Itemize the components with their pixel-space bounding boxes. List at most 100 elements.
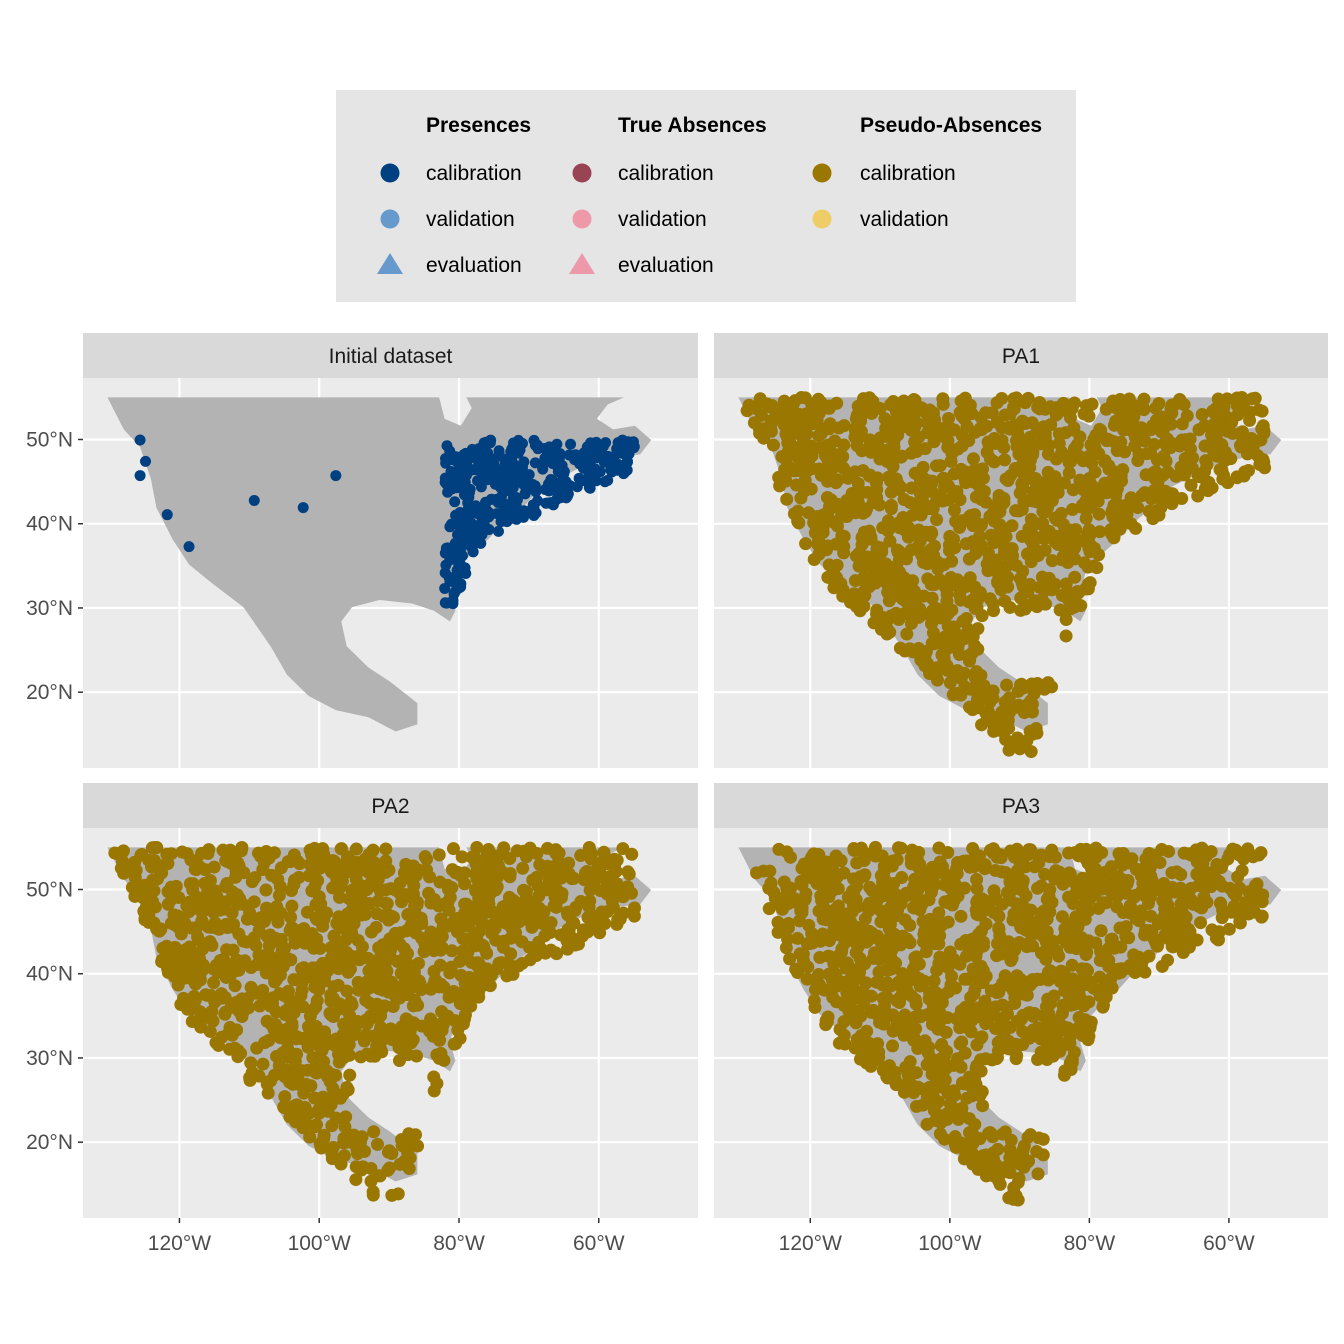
pseudo-absence-point xyxy=(904,857,918,871)
pseudo-absence-point xyxy=(771,925,785,939)
pseudo-absence-point xyxy=(1083,1021,1097,1035)
pseudo-absence-point xyxy=(282,1049,296,1063)
pseudo-absence-point xyxy=(927,974,941,988)
pseudo-absence-point xyxy=(1004,1133,1018,1147)
occurrence-points xyxy=(108,840,641,1202)
pseudo-absence-point xyxy=(568,903,582,917)
pseudo-absence-point xyxy=(1223,847,1237,861)
presence-point xyxy=(450,510,462,522)
pseudo-absence-point xyxy=(789,962,803,976)
presence-point xyxy=(134,470,146,482)
pseudo-absence-point xyxy=(568,938,582,952)
pseudo-absence-point xyxy=(1145,873,1159,887)
pseudo-absence-point xyxy=(1121,874,1135,888)
presence-point xyxy=(453,465,465,477)
pseudo-absence-point xyxy=(1014,678,1028,692)
pseudo-absence-point xyxy=(1016,480,1030,494)
pseudo-absence-point xyxy=(1018,602,1032,616)
presence-point xyxy=(504,483,516,495)
pseudo-absence-point xyxy=(829,476,843,490)
pseudo-absence-point xyxy=(1180,409,1194,423)
pseudo-absence-point xyxy=(482,897,496,911)
pseudo-absence-point xyxy=(1045,583,1059,597)
legend-entry-label: calibration xyxy=(426,162,522,185)
pseudo-absence-point xyxy=(1095,846,1109,860)
pseudo-absence-point xyxy=(747,416,761,430)
pseudo-absence-point xyxy=(370,1137,384,1151)
pseudo-absence-point xyxy=(904,543,918,557)
pseudo-absence-point xyxy=(999,1160,1013,1174)
pseudo-absence-point xyxy=(839,961,853,975)
pseudo-absence-point xyxy=(409,926,423,940)
pseudo-absence-point xyxy=(207,976,221,990)
pseudo-absence-point xyxy=(1058,1038,1072,1052)
legend-entry-label: calibration xyxy=(860,162,956,185)
pseudo-absence-point xyxy=(856,464,870,478)
pseudo-absence-point xyxy=(294,988,308,1002)
presence-point xyxy=(621,455,633,467)
pseudo-absence-point xyxy=(165,966,179,980)
pseudo-absence-point xyxy=(462,916,476,930)
pseudo-absence-point xyxy=(812,429,826,443)
pseudo-absence-point xyxy=(954,462,968,476)
pseudo-absence-point xyxy=(1059,629,1073,643)
pseudo-absence-point xyxy=(993,850,1007,864)
pseudo-absence-point xyxy=(1066,423,1080,437)
pseudo-absence-point xyxy=(941,896,955,910)
pseudo-absence-point xyxy=(873,498,887,512)
pseudo-absence-point xyxy=(899,1024,913,1038)
pseudo-absence-point xyxy=(813,934,827,948)
pseudo-absence-point xyxy=(966,1128,980,1142)
pseudo-absence-point xyxy=(475,975,489,989)
pseudo-absence-point xyxy=(854,841,868,855)
pseudo-absence-point xyxy=(1010,1014,1024,1028)
pseudo-absence-point xyxy=(1045,494,1059,508)
pseudo-absence-point xyxy=(447,984,461,998)
pseudo-absence-point xyxy=(391,1187,405,1201)
pseudo-absence-point xyxy=(811,538,825,552)
pseudo-absence-point xyxy=(944,570,958,584)
pseudo-absence-point xyxy=(1130,862,1144,876)
pseudo-absence-point xyxy=(899,1015,913,1029)
pseudo-absence-point xyxy=(925,1017,939,1031)
pseudo-absence-point xyxy=(740,404,754,418)
presence-point xyxy=(578,447,590,459)
pseudo-absence-point xyxy=(955,439,969,453)
pseudo-absence-point xyxy=(933,1005,947,1019)
pseudo-absence-point xyxy=(373,1169,387,1183)
pseudo-absence-point xyxy=(991,1142,1005,1156)
pseudo-absence-point xyxy=(232,1004,246,1018)
pseudo-absence-point xyxy=(1064,602,1078,616)
presence-point xyxy=(519,488,531,500)
pseudo-absence-point xyxy=(1023,1128,1037,1142)
pseudo-absence-point xyxy=(203,935,217,949)
pseudo-absence-point xyxy=(847,883,861,897)
pseudo-absence-point xyxy=(174,927,188,941)
pseudo-absence-point xyxy=(435,1005,449,1019)
pseudo-absence-point xyxy=(399,857,413,871)
pseudo-absence-point xyxy=(1173,392,1187,406)
legend-group-title: Presences xyxy=(426,114,531,137)
pseudo-absence-point xyxy=(427,1084,441,1098)
pseudo-absence-point xyxy=(975,423,989,437)
pseudo-absence-point xyxy=(1071,585,1085,599)
pseudo-absence-point xyxy=(1001,713,1015,727)
pseudo-absence-point xyxy=(154,922,168,936)
pseudo-absence-point xyxy=(984,1127,998,1141)
pseudo-absence-point xyxy=(1205,923,1219,937)
pseudo-absence-point xyxy=(883,398,897,412)
pseudo-absence-point xyxy=(1069,974,1083,988)
pseudo-absence-point xyxy=(259,883,273,897)
pseudo-absence-point xyxy=(1157,449,1171,463)
facet-title: PA3 xyxy=(1002,795,1040,818)
pseudo-absence-point xyxy=(1194,916,1208,930)
presence-point xyxy=(456,453,468,465)
pseudo-absence-point xyxy=(1124,491,1138,505)
pseudo-absence-point xyxy=(283,1110,297,1124)
pseudo-absence-point xyxy=(980,903,994,917)
pseudo-absence-point xyxy=(1024,745,1038,759)
pseudo-absence-point xyxy=(1125,852,1139,866)
pseudo-absence-point xyxy=(283,1075,297,1089)
pseudo-absence-point xyxy=(392,1054,406,1068)
pseudo-absence-point xyxy=(815,525,829,539)
